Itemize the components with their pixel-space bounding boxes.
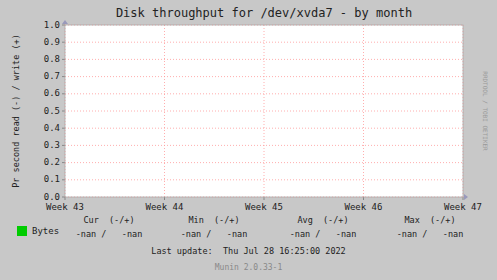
tick-label: 0.0 [44,192,60,202]
axis-arrow [464,194,468,200]
tick-mark [62,76,65,77]
tick-mark [62,162,65,163]
axis-label: Pr second read (-) / write (+) [11,34,21,188]
tick-mark [65,197,66,200]
background [0,0,497,280]
tick-mark [62,25,65,26]
tick-label: 0.6 [44,88,60,98]
annotation: -nan / -nan [290,229,357,239]
title: Disk throughput for /dev/xvda7 - by mont… [116,6,412,20]
legend-label: Bytes [32,226,59,236]
chart: 0.0 0.1 0.2 0.3 0.4 0.5 0.6 0.7 0.8 0.9 1.0 Week 43… [0,0,497,280]
tick-mark [463,197,464,200]
axis-arrow [62,20,68,24]
grid-line [164,25,165,197]
legend-swatch [17,226,27,236]
grid-line [65,111,463,112]
grid-line [65,162,463,163]
tick-label: Week 43 [46,202,84,212]
tick-mark [264,197,265,200]
frame [65,25,463,197]
tick-label: Week 44 [146,202,184,212]
tick-label: Week 47 [444,202,482,212]
axes: 0.0 0.1 0.2 0.3 0.4 0.5 0.6 0.7 0.8 0.9 1.0 Week 43… [44,20,482,213]
tick-mark [62,93,65,94]
tick-label: Week 45 [245,202,283,212]
tick-label: 0.5 [44,106,60,116]
tick-mark [62,59,65,60]
plot-area [65,25,463,197]
annotation: Max (-/+) [404,215,455,225]
tick-mark [164,197,165,200]
tick-label: 0.1 [44,174,60,184]
tick-label: 0.7 [44,71,60,81]
annotation: -nan / -nan [397,229,464,239]
grid-line [65,179,463,180]
footer: Cur (-/+) Min (-/+) Avg (-/+) Max (-/+) -nan… [76,71,490,271]
tick-label: 0.3 [44,140,60,150]
grid-line [65,59,463,60]
grid-line [65,42,463,43]
tick-label: 0.4 [44,123,60,133]
tick-mark [62,111,65,112]
annotation: RRDTOOL / TOBI OETIKER [482,71,489,151]
tick-label: 1.0 [44,20,60,30]
legend: Bytes [17,226,59,237]
tick-mark [363,197,364,200]
tick-mark [62,145,65,146]
annotation: Last update: Thu Jul 28 16:25:00 2022 [151,246,345,256]
grid-line [363,25,364,197]
annotation: -nan / -nan [181,229,248,239]
tick-label: 0.9 [44,37,60,47]
annotation: Avg (-/+) [297,215,348,225]
tick-mark [62,179,65,180]
tick-label: 0.8 [44,54,60,64]
annotation: -nan / -nan [76,229,143,239]
tick-label: Week 46 [345,202,383,212]
tick-label: 0.2 [44,157,60,167]
grid-line [264,25,265,197]
tick-mark [62,128,65,129]
annotation: Min (-/+) [188,215,239,225]
grid [65,25,463,197]
annotation: Cur (-/+) [83,215,134,225]
annotation: Munin 2.0.33-1 [215,263,283,272]
tick-mark [62,42,65,43]
